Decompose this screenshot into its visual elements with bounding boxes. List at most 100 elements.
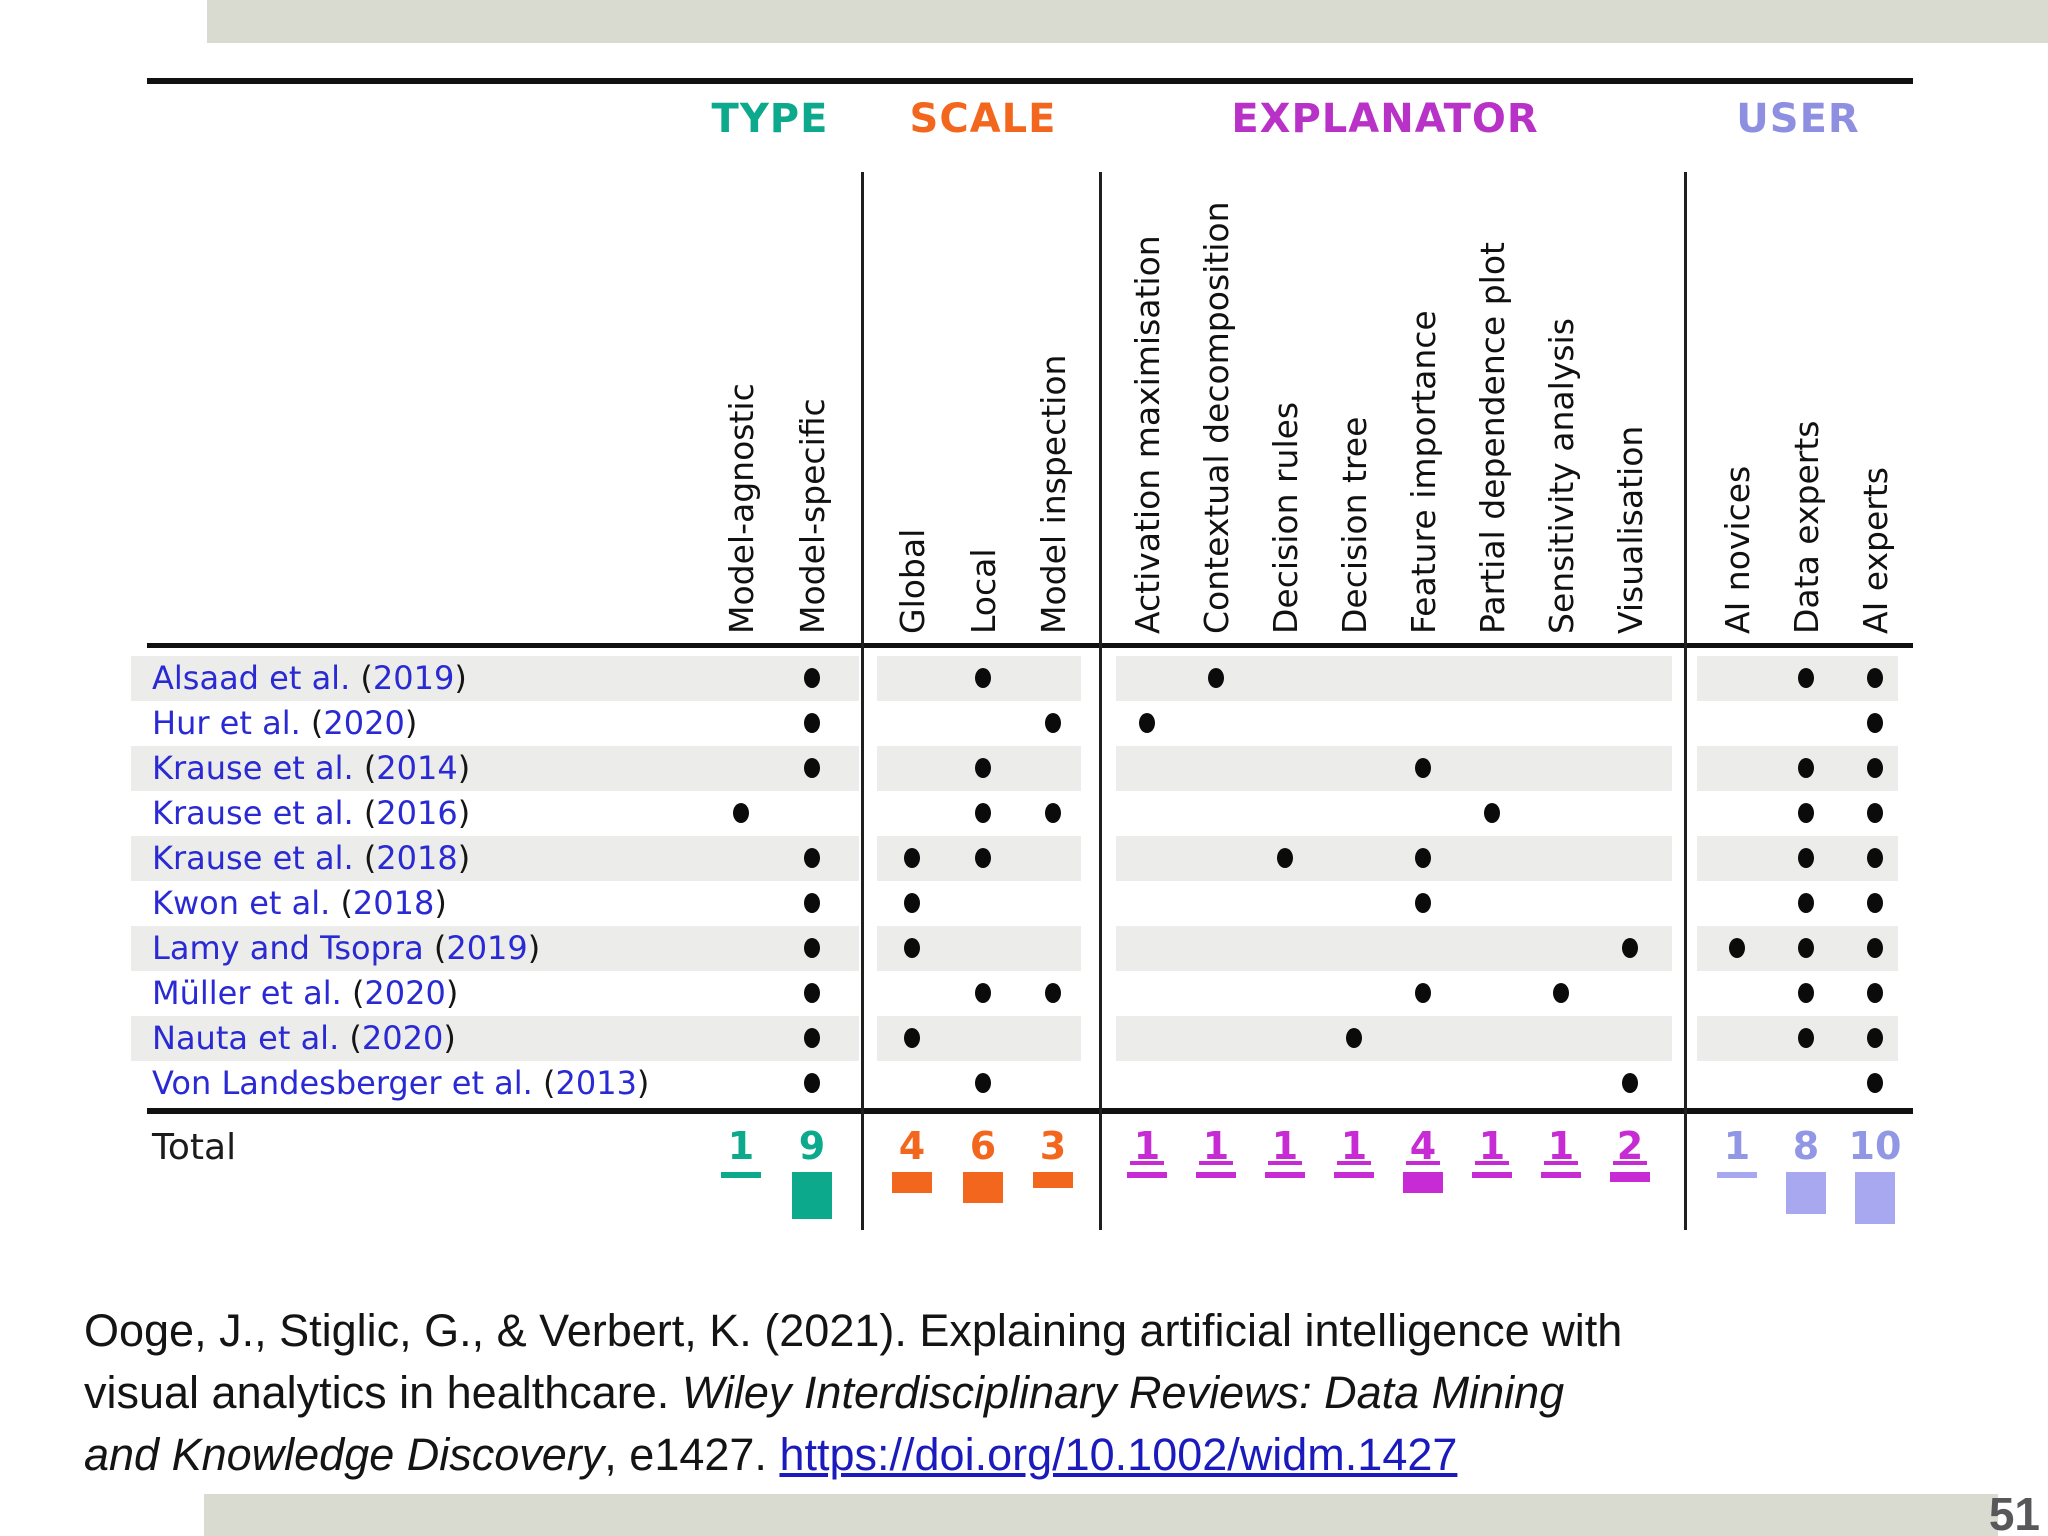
column-label: Model-agnostic	[722, 383, 761, 634]
row-citation-text: Nauta et al.	[152, 1019, 350, 1057]
mark-dot	[804, 713, 820, 733]
row-stripe	[1697, 836, 1898, 881]
mark-dot	[1867, 668, 1883, 688]
total-value-underline	[1268, 1161, 1302, 1165]
total-value: 1	[1478, 1124, 1506, 1168]
table-top-rule	[147, 78, 1913, 84]
mark-dot	[1415, 893, 1431, 913]
mark-dot	[1622, 938, 1638, 958]
total-value: 6	[969, 1124, 997, 1168]
mark-dot	[1798, 1028, 1814, 1048]
total-bar	[1033, 1172, 1073, 1188]
mark-dot	[1346, 1028, 1362, 1048]
row-stripe	[1697, 746, 1898, 791]
mark-dot	[1415, 848, 1431, 868]
row-citation-year: 2020	[323, 704, 405, 742]
citation-line-2: visual analytics in healthcare. Wiley In…	[84, 1367, 1565, 1418]
row-label: Lamy and Tsopra (2019)	[152, 929, 541, 967]
row-label: Kwon et al. (2018)	[152, 884, 447, 922]
top-accent-bar	[207, 0, 2048, 43]
group-header-scale: SCALE	[909, 96, 1057, 142]
total-bar	[1855, 1172, 1895, 1224]
total-value: 2	[1616, 1124, 1644, 1168]
column-label: Decision tree	[1335, 416, 1374, 634]
mark-dot	[1045, 983, 1061, 1003]
row-citation-text: Von Landesberger et al.	[152, 1064, 543, 1102]
mark-dot	[1045, 803, 1061, 823]
column-label: Model inspection	[1034, 354, 1073, 634]
row-label: Hur et al. (2020)	[152, 704, 418, 742]
mark-dot	[975, 983, 991, 1003]
mark-dot	[1867, 893, 1883, 913]
total-bar	[1196, 1172, 1236, 1178]
mark-dot	[1415, 758, 1431, 778]
column-label: Data experts	[1787, 420, 1826, 635]
row-citation-text: Hur et al.	[152, 704, 311, 742]
total-value-underline	[1475, 1161, 1509, 1165]
row-citation-year: 2020	[361, 1019, 444, 1057]
total-bar	[1265, 1172, 1305, 1178]
doi-link[interactable]: https://doi.org/10.1002/widm.1427	[779, 1429, 1458, 1480]
column-label: AI experts	[1856, 467, 1895, 634]
total-bar	[1403, 1172, 1443, 1193]
row-stripe	[1116, 836, 1672, 881]
mark-dot	[1729, 938, 1745, 958]
total-value: 1	[727, 1124, 755, 1168]
total-value: 1	[1340, 1124, 1368, 1168]
row-stripe	[1697, 656, 1898, 701]
total-bar	[1610, 1172, 1650, 1182]
row-citation-year: 2019	[446, 929, 528, 967]
mark-dot	[975, 1073, 991, 1093]
total-value: 9	[798, 1124, 826, 1168]
column-label: Model-specific	[793, 398, 832, 634]
total-bar	[1717, 1172, 1757, 1178]
mark-dot	[1798, 668, 1814, 688]
mark-dot	[804, 758, 820, 778]
table-total-rule	[147, 1108, 1913, 1114]
row-stripe	[1116, 656, 1672, 701]
total-bar	[892, 1172, 932, 1193]
row-label: Krause et al. (2016)	[152, 794, 471, 832]
total-bar	[1334, 1172, 1374, 1178]
row-citation-year: 2018	[376, 839, 458, 877]
row-stripe	[131, 1016, 859, 1061]
row-citation-year: 2014	[376, 749, 458, 787]
column-label: Partial dependence plot	[1473, 242, 1512, 634]
total-value: 4	[898, 1124, 926, 1168]
mark-dot	[804, 668, 820, 688]
row-stripe	[1697, 1016, 1898, 1061]
row-label: Alsaad et al. (2019)	[152, 659, 467, 697]
row-citation-year: 2016	[376, 794, 458, 832]
column-label: Contextual decomposition	[1197, 201, 1236, 634]
column-label: Global	[893, 528, 932, 634]
row-label: Müller et al. (2020)	[152, 974, 459, 1012]
citation-line-1: Ooge, J., Stiglic, G., & Verbert, K. (20…	[84, 1305, 1623, 1356]
row-citation-text: Krause et al.	[152, 839, 364, 877]
total-value: 1	[1271, 1124, 1299, 1168]
mark-dot	[904, 893, 920, 913]
total-value: 10	[1848, 1124, 1902, 1168]
total-value: 8	[1792, 1124, 1820, 1168]
mark-dot	[1867, 803, 1883, 823]
mark-dot	[804, 848, 820, 868]
citation-line-3: and Knowledge Discovery, e1427. https://…	[84, 1429, 1458, 1480]
total-bar	[721, 1172, 761, 1178]
total-bar	[792, 1172, 832, 1219]
row-citation-text: Krause et al.	[152, 749, 364, 787]
mark-dot	[1208, 668, 1224, 688]
total-value: 3	[1039, 1124, 1067, 1168]
row-stripe	[1116, 926, 1672, 971]
total-value-underline	[1130, 1161, 1164, 1165]
mark-dot	[1867, 713, 1883, 733]
row-citation-year: 2020	[364, 974, 446, 1012]
row-label: Von Landesberger et al. (2013)	[152, 1064, 650, 1102]
mark-dot	[1867, 938, 1883, 958]
total-value: 1	[1202, 1124, 1230, 1168]
row-citation-year: 2019	[372, 659, 455, 697]
mark-dot	[1798, 848, 1814, 868]
mark-dot	[904, 848, 920, 868]
total-value: 1	[1723, 1124, 1751, 1168]
total-value: 1	[1547, 1124, 1575, 1168]
column-label: AI novices	[1718, 465, 1757, 634]
